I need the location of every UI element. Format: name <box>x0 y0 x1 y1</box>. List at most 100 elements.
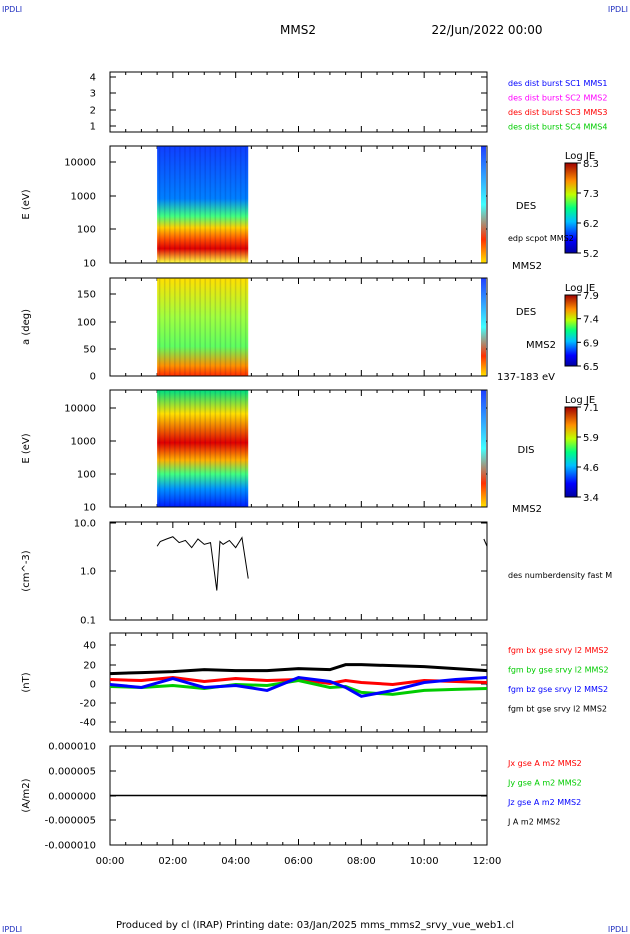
ytick-label: -0.000005 <box>45 816 96 827</box>
colorbar-tick-label: 7.1 <box>583 403 599 414</box>
colorbar-title: Log JE <box>565 283 595 294</box>
colorbar-tick-label: 7.9 <box>583 291 599 302</box>
colorbar-tick-label: 5.2 <box>583 249 599 260</box>
ytick-label: -0.000010 <box>45 841 96 852</box>
ylabel: (cm^-3) <box>21 550 32 591</box>
panel-number-density: 10.0 1.0 0.1 (cm^-3) des numberdensity fast … <box>21 519 612 627</box>
ytick-label: 0 <box>90 680 96 691</box>
panel-des-energy-spectrogram: 10000 1000 100 10 E (eV) Log JE8.3 7.3 6.2 5.2 DE… <box>21 145 599 272</box>
ytick-label: 150 <box>77 290 96 301</box>
ytick-label: 10000 <box>64 404 96 415</box>
legend-entry: fgm by gse srvy l2 MMS2 <box>508 666 609 675</box>
ylabel: E (eV) <box>21 433 32 463</box>
ylabel: a (deg) <box>21 309 32 345</box>
side-label: MMS2 <box>526 340 556 351</box>
series-line <box>109 676 488 698</box>
side-label: DIS <box>518 445 535 456</box>
panels-group: 4 3 2 1 des dist burst SC1 MMS1 des dist burs… <box>21 71 612 852</box>
colorbar-tick-label: 6.5 <box>583 362 599 373</box>
colorbar <box>564 294 578 367</box>
spectrogram-block <box>157 278 249 376</box>
ytick-label: -20 <box>80 699 96 710</box>
xtick-label: 06:00 <box>284 856 313 867</box>
colorbar-tick-label: 5.9 <box>583 433 599 444</box>
ytick-label: 0.000005 <box>48 767 96 778</box>
ytick-label: 0 <box>90 372 96 383</box>
ytick-label: -40 <box>80 718 96 729</box>
ytick-label: 10 <box>83 259 96 270</box>
xtick-label: 10:00 <box>410 856 439 867</box>
colorbar-tick-label: 3.4 <box>583 493 599 504</box>
xtick-label: 04:00 <box>221 856 250 867</box>
mission-title: MMS2 <box>280 23 316 37</box>
series-line <box>109 663 488 676</box>
ytick-label: 100 <box>77 318 96 329</box>
date-title: 22/Jun/2022 00:00 <box>431 23 542 37</box>
colorbar-title: Log JE <box>565 151 595 162</box>
colorbar-tick-label: 8.3 <box>583 159 599 170</box>
legend-entry: J A m2 MMS2 <box>507 818 560 827</box>
xtick-label: 08:00 <box>347 856 376 867</box>
ytick-label: 50 <box>83 345 96 356</box>
panel-magnetic-field: 40 20 0 -20 -40 (nT) fgm bx gse srvy l2 MMS2 fg… <box>21 632 609 733</box>
legend-entry: des numberdensity fast M <box>508 571 612 580</box>
footer-credit: Produced by cl (IRAP) Printing date: 03/… <box>116 920 514 931</box>
ytick-label: 100 <box>77 225 96 236</box>
colorbar-tick-label: 7.3 <box>583 189 599 200</box>
legend-entry: des dist burst SC3 MMS3 <box>508 108 607 117</box>
ytick-label: 1000 <box>71 192 96 203</box>
side-label: DES <box>516 307 536 318</box>
side-label: edp scpot MMS2 <box>508 234 574 243</box>
ytick-label: 20 <box>83 661 96 672</box>
ytick-label: 10000 <box>64 158 96 169</box>
spectrogram-edge-strip <box>481 390 486 507</box>
ytick-label: 4 <box>90 73 96 84</box>
xtick-label: 02:00 <box>158 856 187 867</box>
ylabel: (A/m2) <box>21 778 32 812</box>
ylabel: (nT) <box>21 672 32 692</box>
ytick-label: 100 <box>77 470 96 481</box>
xtick-label: 00:00 <box>96 856 125 867</box>
spectrogram-block <box>157 146 249 263</box>
ytick-label: 10.0 <box>74 519 96 530</box>
legend-entry: Jy gse A m2 MMS2 <box>507 779 582 788</box>
colorbar <box>564 162 578 254</box>
legend-entry: Jz gse A m2 MMS2 <box>507 798 581 807</box>
ytick-label: 1.0 <box>80 567 96 578</box>
series-line <box>109 676 488 686</box>
spectrogram-block <box>157 390 249 507</box>
series-line <box>156 536 249 591</box>
corner-label-bottom-right: IPDLI <box>608 925 628 934</box>
ytick-label: 0.1 <box>80 616 96 627</box>
colorbar-tick-label: 4.6 <box>583 463 599 474</box>
side-label: MMS2 <box>512 504 542 515</box>
time-axis: 00:00 02:00 04:00 06:00 08:00 10:00 12:00 <box>96 856 502 867</box>
legend-entry: fgm bt gse srvy l2 MMS2 <box>508 705 607 714</box>
side-label: DES <box>516 201 536 212</box>
colorbar-tick-label: 6.2 <box>583 219 599 230</box>
legend-entry: des dist burst SC1 MMS1 <box>508 79 607 88</box>
ytick-label: 40 <box>83 641 96 652</box>
colorbar-tick-label: 6.9 <box>583 338 599 349</box>
side-label: MMS2 <box>512 261 542 272</box>
ytick-label: 10 <box>83 503 96 514</box>
panel-frame <box>109 71 488 133</box>
legend-entry: des dist burst SC2 MMS2 <box>508 94 607 103</box>
legend-entry: des dist burst SC4 MMS4 <box>508 123 607 132</box>
panel-dis-energy-spectrogram: 10000 1000 100 10 E (eV) Log JE7.1 5.9 4.6 3.4 DI… <box>21 389 599 515</box>
series-line <box>109 678 488 696</box>
xtick-label: 12:00 <box>473 856 502 867</box>
spectrogram-edge-strip <box>481 146 486 263</box>
colorbar-tick-label: 7.4 <box>583 315 599 326</box>
ytick-label: 0.000000 <box>48 792 96 803</box>
series-line <box>483 538 488 547</box>
panel-current-density: 0.000010 0.000005 0.000000 -0.000005 -0.0000… <box>21 742 582 852</box>
ytick-label: 0.000010 <box>48 742 96 753</box>
panel-des-pitch-angle: 150 100 50 0 a (deg) Log JE7.9 7.4 6.9 6.5 DES MMS… <box>21 277 599 383</box>
panel-burst-availability: 4 3 2 1 des dist burst SC1 MMS1 des dist burs… <box>90 71 607 133</box>
ytick-label: 1 <box>90 122 96 133</box>
ytick-label: 1000 <box>71 437 96 448</box>
corner-label-bottom-left: IPDLI <box>2 925 22 934</box>
panel-frame <box>109 521 488 621</box>
